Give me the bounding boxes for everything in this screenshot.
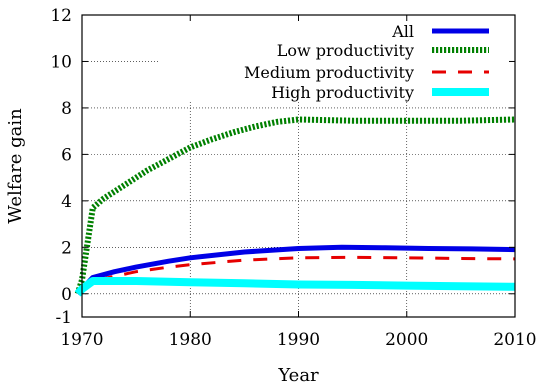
y-tick-label: 0 (61, 285, 72, 305)
x-tick-label: 2000 (385, 330, 428, 350)
y-tick-label: 6 (61, 145, 72, 165)
y-tick-label: 12 (50, 6, 72, 26)
y-tick-label: 10 (50, 52, 72, 72)
y-tick-label: 2 (61, 238, 72, 258)
legend-label: Low productivity (277, 41, 414, 60)
series-lines (74, 116, 516, 297)
x-tick-label: 1970 (60, 330, 103, 350)
y-axis-title: Welfare gain (5, 108, 26, 224)
series-line-low-productivity (74, 116, 516, 295)
series-line-high-productivity (74, 277, 516, 297)
y-tick-label: 4 (61, 192, 72, 212)
legend-label: All (391, 22, 414, 41)
x-axis-title: Year (277, 365, 319, 386)
legend-label: High productivity (271, 83, 414, 102)
x-tick-label: 2010 (493, 330, 536, 350)
x-tick-label: 1980 (169, 330, 212, 350)
y-tick-label: 8 (61, 99, 72, 119)
series-line-all (75, 244, 516, 296)
legend-label: Medium productivity (244, 63, 414, 82)
grid (82, 61, 515, 317)
x-tick-label: 1990 (277, 330, 320, 350)
y-tick-label: -1 (55, 308, 72, 328)
axis-ticks: -1 0 2 4 6 8 10 12 1970 1980 1990 2000 2010 (50, 6, 536, 350)
